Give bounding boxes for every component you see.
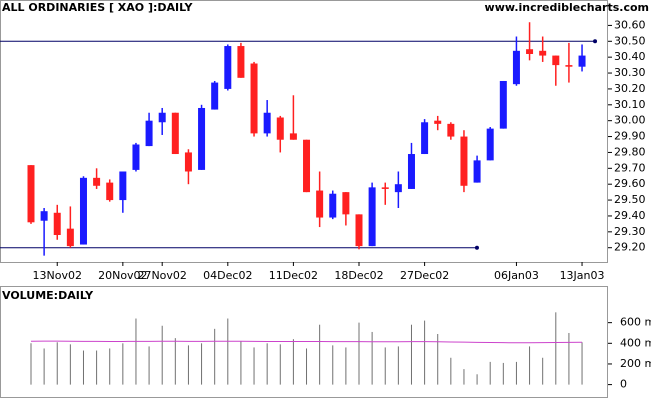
reference-end [474,245,479,250]
x-tick-label: 11Dec02 [269,269,318,282]
candle-body [434,120,442,124]
candle-body [381,187,389,189]
y-tick-label: 29.20 [614,241,646,254]
y-tick-label: 29.40 [614,209,646,222]
candle-body [329,193,337,218]
candle-body [171,112,179,155]
candle-body [106,182,114,201]
y-tick-label: 30.40 [614,50,646,63]
candle-body [132,144,140,170]
candle-body [145,120,153,147]
price-frame [0,0,608,263]
candle-body [158,112,166,123]
candle-body [93,177,101,186]
chart-title: ALL ORDINARIES [ XAO ]:DAILY [2,1,193,14]
candle-body [394,184,402,193]
y-tick-label: 29.80 [614,145,646,158]
candle-body [211,82,219,110]
x-tick-label: 27Nov02 [137,269,186,282]
candle-body [407,154,415,189]
candle-body [368,187,376,247]
y-tick-label: 200 m [620,357,651,370]
candle-body [66,228,74,247]
source: www.incrediblecharts.com [485,1,649,14]
x-tick-label: 13Nov02 [33,269,82,282]
y-tick-label: 30.00 [614,114,646,127]
candle-body [460,136,468,186]
candle-body [539,50,547,56]
y-tick-label: 30.20 [614,82,646,95]
candle-body [421,122,429,155]
volume-frame [0,286,608,398]
candle-body [578,55,586,67]
y-tick-label: 30.60 [614,18,646,31]
candle-body [289,133,297,140]
candle-body [119,171,127,201]
y-tick-label: 600 m [620,316,651,329]
y-tick-label: 400 m [620,336,651,349]
volume-title: VOLUME:DAILY [2,289,94,302]
reference-end [593,39,598,44]
y-tick-label: 30.30 [614,66,646,79]
candle-body [499,80,507,129]
y-tick-label: 29.70 [614,161,646,174]
candle-body [303,139,311,193]
candle-body [552,55,560,66]
x-tick-label: 04Dec02 [203,269,252,282]
y-tick-label: 30.10 [614,98,646,111]
candle-body [184,152,192,172]
candle-body [473,160,481,183]
candle-body [40,211,48,221]
y-tick-label: 30.50 [614,34,646,47]
x-tick-label: 27Dec02 [400,269,449,282]
moving-average [30,340,583,344]
candle-body [79,177,87,245]
candle-body [237,46,245,78]
candle-body [198,107,206,170]
candle-body [355,214,363,247]
candle-body [27,165,35,223]
candle-body [250,63,258,134]
x-tick-label: 20Nov02 [98,269,147,282]
candle-body [526,49,534,54]
y-tick-label: 0 [620,378,627,391]
x-tick-label: 18Dec02 [334,269,383,282]
candle-body [565,65,573,67]
candle-body [53,212,61,236]
candle-body [512,50,520,85]
candle-body [263,112,271,134]
y-tick-label: 29.50 [614,193,646,206]
y-tick-label: 29.30 [614,225,646,238]
x-tick-label: 13Jan03 [560,269,605,282]
y-tick-label: 29.90 [614,130,646,143]
candle-body [486,128,494,161]
candle-body [316,190,324,218]
candle-body [224,46,232,89]
candle-body [342,192,350,215]
candle-body [447,123,455,137]
candle-body [276,117,284,140]
y-tick-label: 29.60 [614,177,646,190]
x-tick-label: 06Jan03 [494,269,539,282]
